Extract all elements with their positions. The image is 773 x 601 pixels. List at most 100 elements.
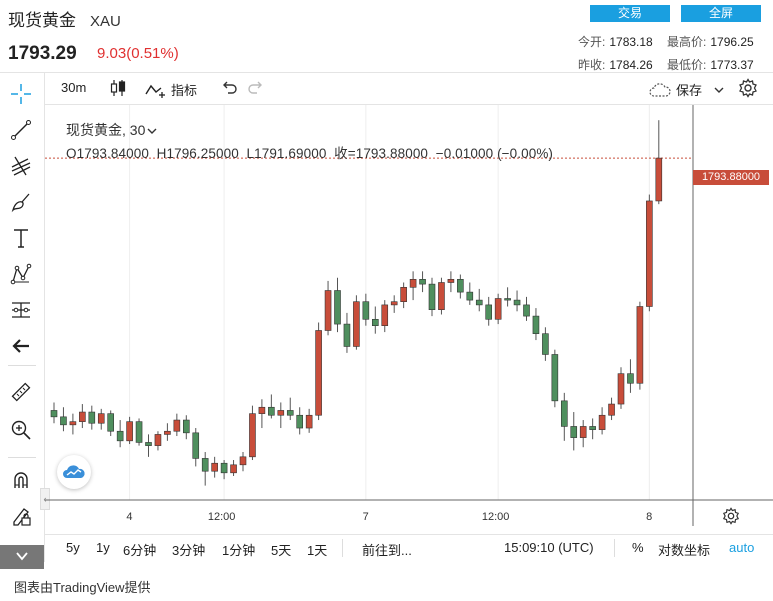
percent-scale-toggle[interactable]: % [632, 540, 644, 555]
candle-body [324, 290, 332, 331]
fib-tool-icon[interactable] [6, 152, 36, 180]
candle-body [381, 304, 389, 326]
fullscreen-button[interactable]: 全屏 [681, 5, 761, 22]
candle-body [494, 298, 502, 320]
candle-body [79, 411, 86, 422]
candle-body [438, 282, 445, 310]
cloud-icon [649, 82, 671, 97]
candle-body [608, 403, 615, 416]
candle-body [655, 157, 663, 202]
auto-scale-toggle[interactable]: auto [729, 540, 755, 555]
candle-body [570, 426, 578, 438]
text-tool-icon[interactable] [6, 224, 36, 252]
candle-body [362, 301, 370, 320]
candle-body [504, 298, 511, 301]
candle-body [457, 279, 464, 293]
candle-body [154, 434, 162, 446]
candle-body [646, 200, 653, 307]
bottom-separator-2 [614, 539, 615, 557]
indicator-icon [145, 84, 165, 98]
stat-open: 今开: 1783.18 [578, 35, 653, 49]
legend-title[interactable]: 现货黄金, 30 [66, 120, 157, 140]
candle-body [627, 373, 634, 384]
candle-body [211, 462, 218, 472]
drawing-toolbar [0, 72, 44, 572]
x-tick-label: 8 [646, 511, 653, 523]
candle-body [277, 410, 285, 416]
goto-date-button[interactable]: 前往到... [362, 543, 412, 558]
log-scale-toggle[interactable]: 对数坐标 [658, 543, 711, 558]
clock-time[interactable]: 15:09:10 (UTC) [504, 540, 594, 555]
save-label: 保存 [676, 83, 703, 98]
stat-high: 最高价: 1796.25 [667, 35, 754, 49]
candle-body [286, 410, 294, 416]
indicators-button[interactable]: 指标 [145, 80, 197, 99]
trend-line-icon[interactable] [6, 116, 36, 144]
hide-toolbar-handle[interactable]: ‹ [40, 488, 50, 510]
current-price: 1793.29 [8, 43, 77, 64]
ruler-icon[interactable] [6, 378, 36, 406]
range-5d[interactable]: 5天 [271, 543, 292, 558]
bottom-separator [342, 539, 343, 557]
range-1d[interactable]: 1天 [307, 543, 328, 558]
candlestick-icon[interactable] [110, 78, 126, 98]
x-tick-label: 12:00 [481, 511, 510, 523]
candle-body [485, 304, 493, 320]
pattern-tool-icon[interactable] [6, 260, 36, 288]
candle-body [60, 416, 67, 426]
tradingview-logo[interactable] [57, 455, 91, 489]
measure-range-icon[interactable] [6, 296, 36, 324]
save-button[interactable]: 保存 [648, 80, 724, 99]
stat-low: 最低价: 1773.37 [667, 58, 754, 72]
settings-gear-icon[interactable] [738, 78, 758, 98]
candle-body [258, 406, 266, 414]
candle-body [192, 432, 200, 459]
last-price-tag: 1793.88000 [693, 170, 769, 185]
range-6min[interactable]: 6分钟 [123, 543, 157, 558]
candle-body [617, 373, 625, 405]
back-arrow-icon[interactable] [6, 332, 36, 360]
x-tick-label: 4 [126, 511, 133, 523]
zoom-in-icon[interactable] [6, 416, 36, 444]
chart-toolbar: 30m 指标 保存 [44, 75, 773, 103]
lock-drawing-icon[interactable] [6, 502, 36, 530]
candle-body [447, 279, 455, 283]
indicators-label: 指标 [171, 83, 198, 98]
magnet-icon[interactable] [6, 466, 36, 494]
candle-body [183, 419, 190, 434]
candle-body [69, 421, 77, 426]
cloud-chart-icon [63, 465, 85, 478]
trade-button[interactable]: 交易 [590, 5, 670, 22]
candle-body [107, 413, 114, 432]
redo-icon[interactable] [248, 79, 264, 95]
candle-body [400, 287, 407, 303]
range-1min[interactable]: 1分钟 [222, 543, 256, 558]
candle-body [97, 413, 105, 424]
candle-body [230, 464, 237, 474]
interval-button[interactable]: 30m [61, 80, 87, 95]
range-3min[interactable]: 3分钟 [172, 543, 206, 558]
candle-body [315, 330, 322, 416]
candle-body [589, 426, 596, 430]
candle-body [579, 426, 587, 438]
chevron-down-icon [714, 87, 724, 93]
instrument-title: 现货黄金 XAU [8, 6, 121, 31]
header-divider [0, 72, 773, 73]
candle-body [164, 430, 171, 435]
candle-body [135, 421, 143, 443]
candle-body [296, 414, 304, 429]
crosshair-icon[interactable] [6, 80, 36, 108]
axis-settings-icon[interactable] [722, 507, 740, 530]
toolbar-collapse-button[interactable] [0, 545, 44, 569]
candle-body [268, 406, 275, 416]
legend-ohlc: O1793.84000 H1796.25000 L1791.69000 收=17… [66, 146, 554, 161]
brush-icon[interactable] [6, 188, 36, 216]
undo-icon[interactable] [221, 79, 237, 95]
chevron-down-icon [16, 552, 28, 561]
range-5y[interactable]: 5y [66, 540, 80, 555]
range-1y[interactable]: 1y [96, 540, 110, 555]
candle-body [560, 400, 568, 427]
footer-credit: 图表由TradingView提供 [14, 580, 151, 595]
candle-body [220, 462, 228, 474]
